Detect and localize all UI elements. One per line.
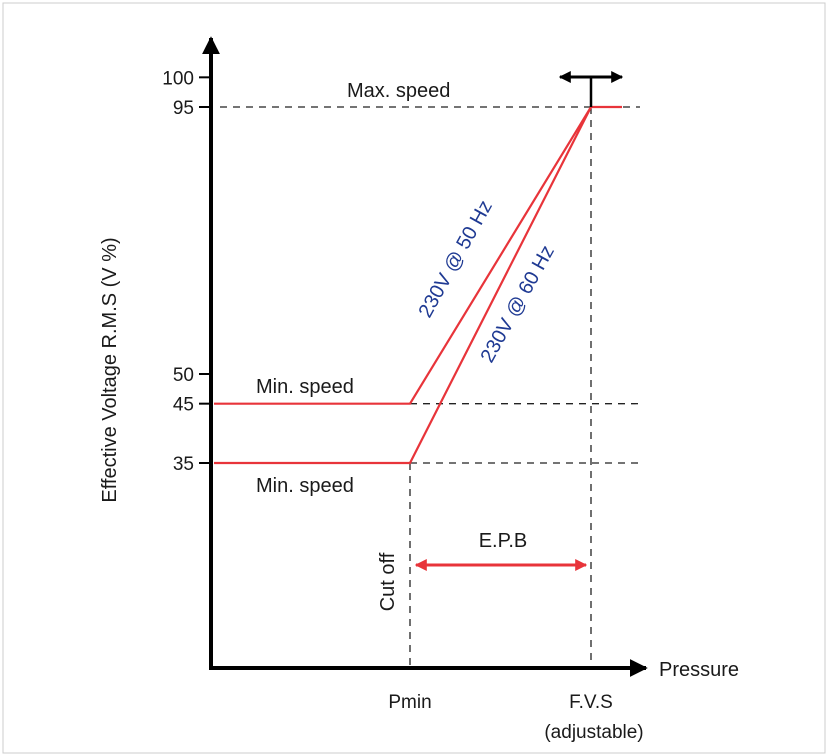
series-layer (214, 105, 622, 465)
guide-lines (220, 106, 640, 668)
y-tick-label-50: 50 (173, 365, 194, 386)
cut-off-label: Cut off (377, 552, 399, 611)
series-line-0 (214, 105, 622, 405)
y-tick-label-35: 35 (173, 454, 194, 475)
series-label-50hz: 230V @ 50 Hz (415, 197, 497, 322)
x-tick-label-fvs: F.V.S (569, 692, 613, 713)
epb-label: E.P.B (479, 530, 528, 552)
y-tick-label-45: 45 (173, 395, 194, 416)
x-tick-label-pmin: Pmin (388, 692, 431, 713)
x-axis-title: Pressure (659, 659, 739, 681)
y-ticks: 100 95 50 45 35 (162, 68, 211, 475)
y-axis-title: Effective Voltage R.M.S (V %) (99, 237, 121, 502)
y-tick-label-100: 100 (162, 68, 194, 89)
series-label-60hz: 230V @ 60 Hz (477, 242, 559, 367)
max-speed-label: Max. speed (347, 80, 450, 102)
y-tick-label-95: 95 (173, 98, 194, 119)
x-tick-sublabel-fvs: (adjustable) (544, 722, 643, 743)
series-line-1 (214, 106, 592, 465)
min-speed-lower-label: Min. speed (256, 475, 354, 497)
min-speed-upper-label: Min. speed (256, 376, 354, 398)
